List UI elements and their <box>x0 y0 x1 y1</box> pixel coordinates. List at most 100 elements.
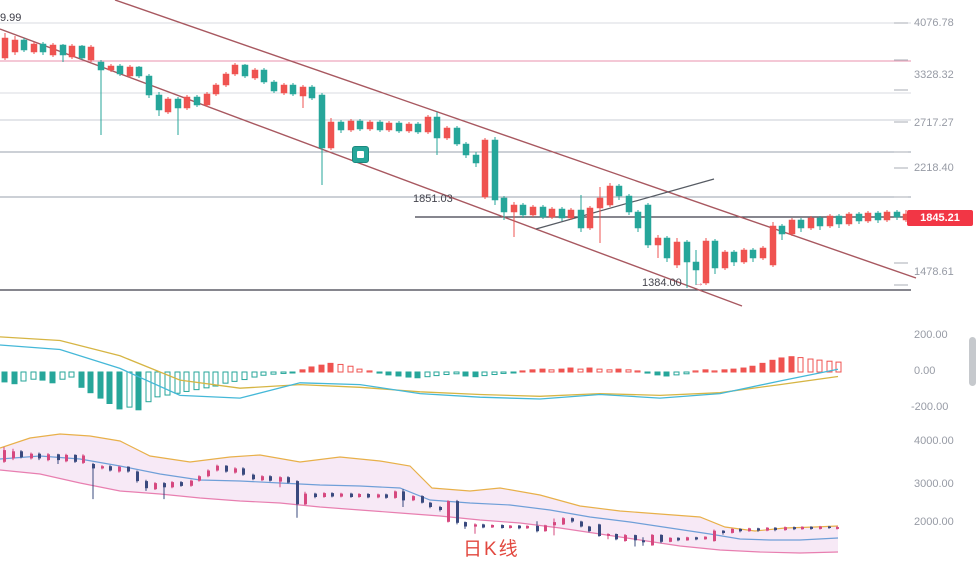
macd-bar <box>145 371 152 403</box>
candlestick <box>116 65 124 75</box>
macd-bar <box>337 363 344 373</box>
mini-candlestick <box>464 522 467 527</box>
scrollbar-thumb[interactable] <box>969 337 976 386</box>
mini-candlestick <box>713 530 716 542</box>
mini-candlestick <box>30 453 33 459</box>
macd-bar <box>78 371 85 388</box>
macd-bar <box>797 357 804 373</box>
mini-candlestick <box>757 528 760 531</box>
candlestick <box>807 217 815 229</box>
mini-candlestick <box>544 525 547 532</box>
candlestick <box>673 241 681 266</box>
candlestick <box>395 122 403 132</box>
candlestick <box>740 249 748 263</box>
candlestick <box>683 241 691 263</box>
event-marker-icon[interactable] <box>352 146 369 163</box>
mini-candlestick <box>101 466 104 469</box>
clipped-price-label: 9.99 <box>0 12 22 24</box>
macd-bar <box>586 367 593 373</box>
macd-bar <box>453 371 460 375</box>
trend-line <box>535 178 715 230</box>
y-axis-label: 2717.27 <box>914 117 954 129</box>
mini-candlestick <box>367 494 370 498</box>
mini-candlestick <box>624 535 627 541</box>
candlestick <box>366 121 374 130</box>
mini-candlestick <box>190 480 193 486</box>
y-axis-label: 2218.40 <box>914 162 954 174</box>
mini-candlestick <box>536 525 539 532</box>
mini-candlestick <box>793 527 796 530</box>
upper-band-line <box>0 433 839 532</box>
candlestick <box>126 66 134 77</box>
mini-candlestick <box>526 525 529 529</box>
dif-line <box>0 344 839 400</box>
mini-candlestick <box>82 455 85 463</box>
mini-candlestick <box>38 453 41 459</box>
candlestick <box>212 84 220 95</box>
candlestick <box>68 45 76 58</box>
mini-candlestick <box>810 526 813 529</box>
mini-candlestick <box>722 530 725 533</box>
macd-bar <box>366 370 373 373</box>
mini-candlestick <box>456 501 459 523</box>
band-fill <box>0 434 838 553</box>
candlestick <box>453 127 461 145</box>
candlestick <box>433 116 441 139</box>
kline-watermark: 日K线 <box>463 539 520 560</box>
macd-bar <box>759 362 766 373</box>
candlestick <box>759 247 767 259</box>
mini-candlestick <box>402 491 405 501</box>
candlestick <box>289 84 297 95</box>
macd-bar <box>203 371 210 389</box>
macd-bar <box>241 371 248 381</box>
candlestick <box>500 197 508 213</box>
macd-bar <box>481 371 488 377</box>
mini-candlestick <box>615 534 618 540</box>
macd-bar <box>721 369 728 373</box>
macd-bar <box>519 370 526 373</box>
candlestick <box>174 98 182 109</box>
mini-candlestick <box>669 537 672 542</box>
candlestick <box>711 240 719 269</box>
candlestick <box>443 127 451 139</box>
mini-candlestick <box>163 483 166 488</box>
candlestick <box>663 237 671 259</box>
macd-bar <box>116 371 123 410</box>
candlestick <box>87 46 95 61</box>
macd-bar <box>318 364 325 373</box>
candlestick <box>615 185 623 197</box>
candlestick <box>769 225 777 266</box>
candlestick <box>327 121 335 149</box>
mini-candlestick <box>252 474 255 480</box>
mini-candlestick <box>145 481 148 489</box>
macd-bar <box>376 371 383 374</box>
candlestick <box>845 213 853 225</box>
candlestick <box>586 207 594 229</box>
y-axis-label: 3328.32 <box>914 69 954 81</box>
mini-candlestick <box>180 482 183 486</box>
macd-bar <box>702 369 709 373</box>
mini-candlestick <box>571 518 574 522</box>
macd-bar <box>414 371 421 379</box>
candlestick <box>625 195 633 213</box>
mini-candlestick <box>518 525 521 529</box>
mini-candlestick <box>748 528 751 532</box>
candlestick <box>548 208 556 218</box>
mini-candlestick <box>642 540 645 543</box>
candlestick <box>39 43 47 53</box>
candlestick <box>251 69 259 79</box>
candlestick <box>462 143 470 156</box>
candlestick <box>874 212 882 221</box>
mini-candlestick <box>198 476 201 481</box>
macd-bar <box>788 356 795 373</box>
mini-candlestick <box>394 491 397 498</box>
candlestick <box>145 75 153 96</box>
mini-candlestick <box>686 537 689 541</box>
candlestick <box>107 65 115 71</box>
macd-bar <box>644 371 651 374</box>
arrow-marker-icon: → <box>694 278 704 289</box>
candlestick <box>424 116 432 133</box>
macd-bar <box>500 371 507 374</box>
macd-bar <box>443 371 450 376</box>
